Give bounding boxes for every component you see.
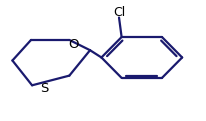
Text: S: S — [40, 82, 48, 95]
Text: Cl: Cl — [112, 6, 125, 19]
Text: O: O — [68, 38, 78, 51]
